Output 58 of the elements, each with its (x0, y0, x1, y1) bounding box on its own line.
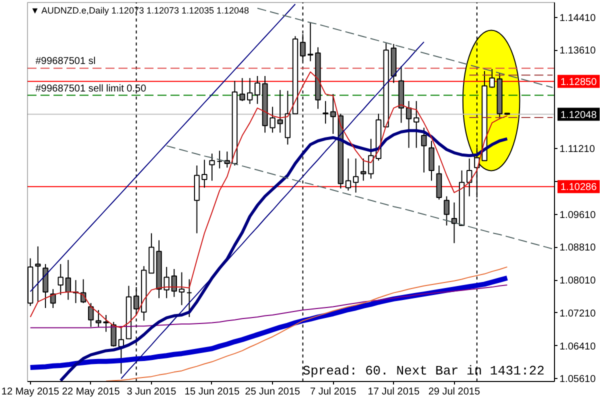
candlestick (421, 127, 427, 173)
candlestick (42, 264, 48, 308)
y-tick-label: 1.07210 (560, 308, 596, 320)
candlestick (209, 153, 215, 182)
candlestick (216, 150, 222, 169)
y-tick-label: 1.05610 (560, 374, 596, 386)
ref-line-label: #99687501 sell limit 0.50 (36, 83, 147, 94)
candlestick (322, 100, 328, 124)
candlestick (186, 278, 192, 318)
candlestick (330, 94, 336, 134)
candlestick (451, 202, 458, 244)
candlestick (88, 302, 94, 328)
x-tick-label: 7 Jul 2015 (310, 386, 357, 398)
ref-line-label: 1.12850 (560, 76, 598, 88)
candlestick (65, 259, 72, 300)
y-tick-label: 1.11210 (560, 144, 596, 156)
candlestick (277, 89, 283, 134)
candlestick (239, 78, 246, 102)
candlestick (284, 90, 291, 146)
y-tick-label: 1.06410 (560, 341, 596, 352)
x-tick-label: 29 Jul 2015 (428, 386, 480, 398)
candlestick (224, 151, 230, 168)
x-tick-label: 15 Jun 2015 (184, 386, 240, 398)
ref-line-label: 1.10286 (560, 182, 598, 194)
candlestick (428, 140, 434, 182)
candlestick (58, 264, 64, 296)
x-tick-label: 12 May 2015 (1, 386, 60, 398)
candlestick (414, 100, 420, 148)
ref-line-label: 1.12048 (560, 110, 598, 121)
annotation: Spread: 60. Next Bar in 1431:22 (302, 364, 545, 378)
candlestick (308, 22, 314, 62)
line-series (166, 145, 554, 250)
candlestick (35, 246, 41, 302)
x-tick-label: 3 Jun 2015 (126, 386, 177, 398)
chart-title: ▼ AUDNZD.e,Daily 1.12073 1.12073 1.12035 1.12048 (30, 6, 250, 16)
candlestick (345, 158, 352, 192)
x-tick-label: 22 May 2015 (62, 386, 120, 398)
candlestick (466, 158, 472, 197)
x-tick-label: 25 Jun 2015 (245, 386, 301, 398)
y-tick-label: 1.14410 (560, 12, 596, 24)
candlestick (352, 158, 359, 194)
y-tick-label: 1.13610 (560, 46, 596, 57)
y-tick-label: 1.08810 (560, 242, 596, 254)
x-tick-label: 17 Jul 2015 (368, 386, 420, 398)
candlestick (171, 268, 177, 298)
candlestick (202, 159, 208, 188)
candlestick (110, 321, 116, 348)
candlestick (436, 165, 442, 200)
line-series (256, 8, 554, 88)
candlestick (406, 100, 412, 148)
candlestick (50, 288, 56, 308)
ref-line-label: #99687501 sl (36, 56, 96, 68)
candlestick (246, 78, 253, 104)
candlestick (444, 196, 450, 226)
y-tick-label: 1.08010 (560, 276, 596, 287)
y-tick-label: 1.09610 (560, 210, 596, 221)
candlestick (360, 158, 366, 182)
candlestick (178, 272, 185, 306)
